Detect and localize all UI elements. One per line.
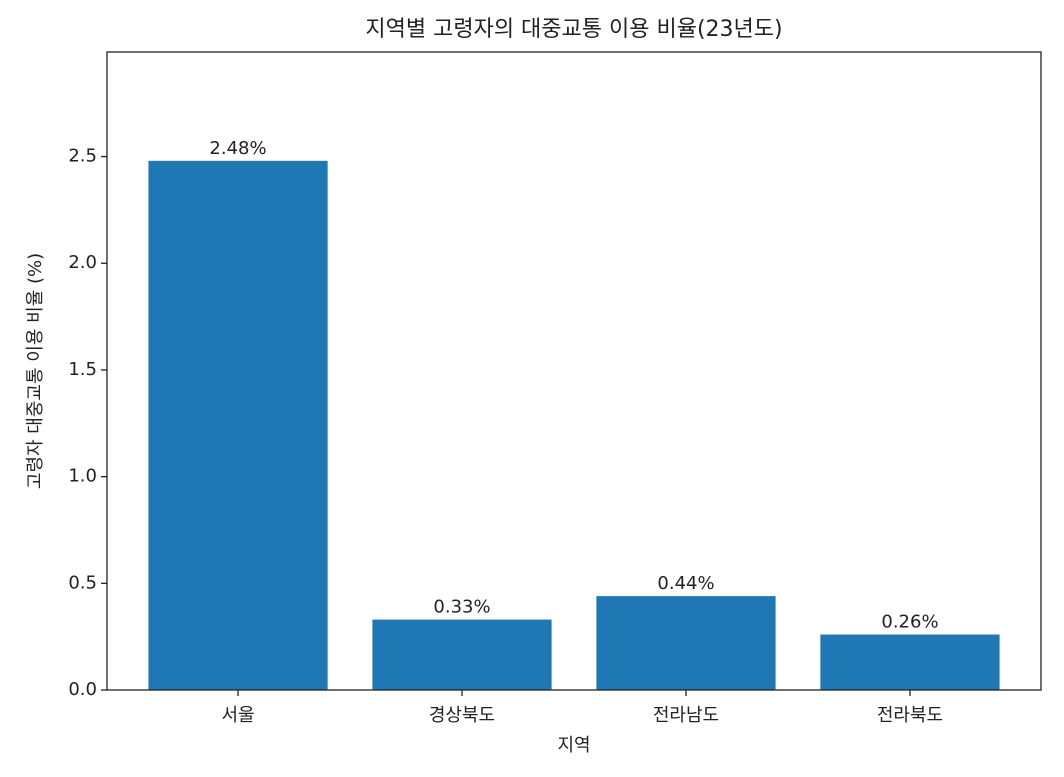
- x-tick-label: 서울: [221, 705, 254, 726]
- value-label: 0.26%: [881, 612, 938, 633]
- x-axis-label: 지역: [557, 735, 590, 756]
- chart-title: 지역별 고령자의 대중교통 이용 비율(23년도): [365, 17, 782, 42]
- bar: [820, 634, 1000, 690]
- value-label: 0.44%: [657, 573, 714, 594]
- plot-frame: [106, 51, 1042, 691]
- bar: [372, 619, 552, 690]
- y-tick-label: 0.0: [68, 679, 97, 700]
- y-tick-label: 1.5: [68, 359, 97, 380]
- y-tick-label: 2.0: [68, 252, 97, 273]
- bar: [148, 160, 328, 690]
- y-axis-label: 고령자 대중교통 이용 비율 (%): [25, 253, 46, 489]
- value-label: 0.33%: [433, 597, 490, 618]
- y-tick-label: 2.5: [68, 146, 97, 167]
- x-tick-label: 전라북도: [877, 705, 943, 726]
- bar: [596, 596, 776, 690]
- x-tick-label: 전라남도: [653, 705, 719, 726]
- value-label: 2.48%: [209, 138, 266, 159]
- y-tick-label: 0.5: [68, 572, 97, 593]
- x-tick-label: 경상북도: [429, 705, 495, 726]
- y-tick-label: 1.0: [68, 466, 97, 487]
